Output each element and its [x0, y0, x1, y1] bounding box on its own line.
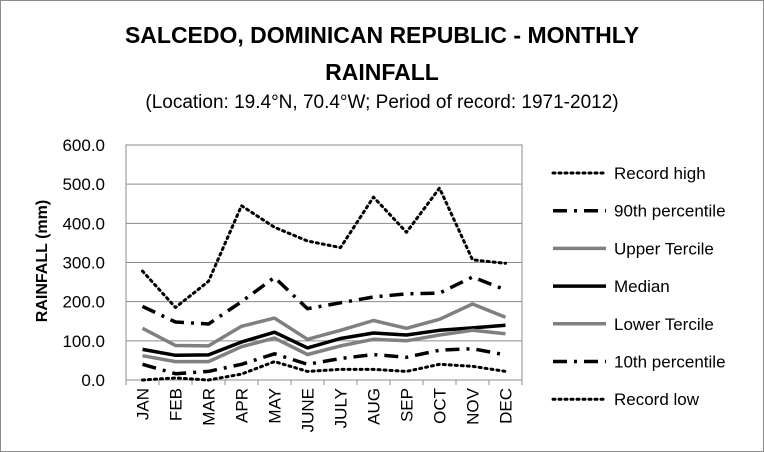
x-tick-label: AUG [365, 388, 384, 425]
series-line-10th-percentile [142, 346, 506, 376]
legend-label-lower-tercile: Lower Tercile [614, 315, 714, 334]
series-line-record-high [141, 186, 507, 309]
x-tick-label: APR [233, 388, 252, 423]
chart-title-line-1: SALCEDO, DOMINICAN REPUBLIC - MONTHLY [124, 22, 640, 48]
chart-subtitle: (Location: 19.4°N, 70.4°W; Period of rec… [145, 92, 619, 113]
x-tick-label: MAR [200, 388, 219, 426]
data-series [141, 186, 507, 382]
legend: Record high 90th percentile Upper Tercile M… [551, 164, 726, 409]
x-tick-label: JUNE [299, 388, 318, 432]
series-line-lower-tercile [142, 328, 506, 364]
legend-label-90th-percentile: 90th percentile [614, 202, 726, 221]
x-tick-label: DEC [497, 388, 516, 424]
y-tick-label: 200.0 [62, 293, 105, 312]
y-tick-label: 100.0 [62, 332, 105, 351]
legend-label-10th-percentile: 10th percentile [614, 353, 726, 372]
x-tick-label: JAN [134, 388, 153, 420]
legend-label-record-high: Record high [614, 164, 706, 183]
series-line-upper-tercile [141, 302, 507, 348]
legend-label-record-low: Record low [614, 390, 700, 409]
y-tick-label: 400.0 [62, 214, 105, 233]
y-tick-label: 0.0 [81, 371, 105, 390]
y-axis-title: RAINFALL (mm) [34, 200, 51, 322]
series-line-90th-percentile [141, 275, 507, 326]
series-line-record-low [141, 360, 507, 382]
legend-label-upper-tercile: Upper Tercile [614, 239, 714, 258]
x-tick-label: NOV [464, 387, 483, 425]
x-tick-label: SEP [398, 388, 417, 422]
legend-label-median: Median [614, 277, 670, 296]
gridlines [125, 144, 523, 385]
x-tick-label: MAY [266, 388, 285, 424]
x-tick-label: OCT [431, 388, 450, 424]
chart-title-line-2: RAINFALL [325, 59, 439, 85]
y-axis-ticks: 0.0 100.0 200.0 300.0 400.0 500.0 600.0 [62, 136, 105, 390]
series-line-median [142, 323, 506, 358]
y-tick-label: 500.0 [62, 175, 105, 194]
x-tick-label: JULY [332, 388, 351, 428]
x-axis-ticks: JAN FEB MAR APR MAY JUNE JULY AUG SEP OCT NOV DEC [134, 387, 516, 432]
x-tick-label: FEB [167, 388, 186, 421]
y-tick-label: 600.0 [62, 136, 105, 155]
y-tick-label: 300.0 [62, 254, 105, 273]
